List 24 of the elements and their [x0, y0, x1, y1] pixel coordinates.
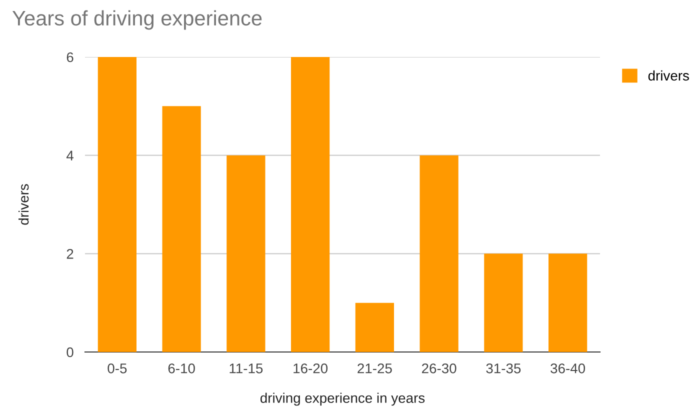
bar [355, 302, 394, 352]
y-tick-label: 0 [66, 347, 74, 358]
y-axis-title: drivers [18, 184, 29, 225]
x-tick-label: 11-15 [230, 364, 263, 374]
x-tick-label: 26-30 [422, 363, 456, 374]
bar [291, 57, 330, 352]
x-tick-label: 0-5 [108, 363, 127, 374]
bar [420, 155, 458, 352]
bar [484, 254, 523, 352]
x-tick-label: 16-20 [294, 363, 328, 374]
bar [548, 254, 588, 352]
bar [162, 106, 201, 352]
chart-title: Years of driving experience [12, 10, 262, 30]
bar [98, 57, 136, 352]
x-tick-label: 31-35 [486, 363, 521, 374]
legend-label: drivers [648, 70, 689, 81]
x-axis-title: driving experience in years [260, 392, 425, 406]
x-tick-label: 36-40 [550, 363, 586, 374]
y-tick-label: 4 [66, 150, 74, 160]
y-tick-label: 2 [66, 249, 74, 259]
x-tick-label: 21-25 [358, 363, 392, 374]
bar [226, 155, 266, 352]
x-tick-label: 6-10 [168, 363, 195, 374]
y-tick-label: 6 [66, 52, 74, 62]
